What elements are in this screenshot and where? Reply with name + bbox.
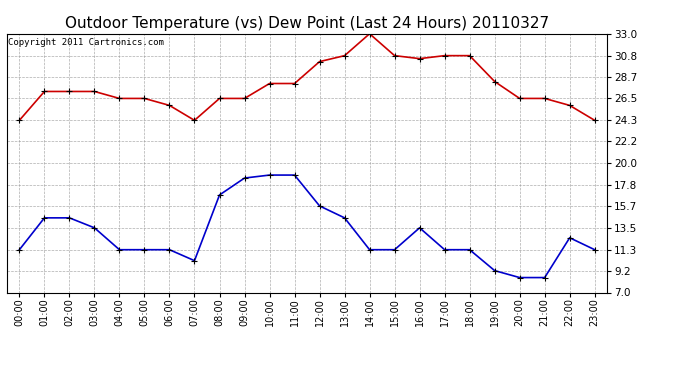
Title: Outdoor Temperature (vs) Dew Point (Last 24 Hours) 20110327: Outdoor Temperature (vs) Dew Point (Last…	[65, 16, 549, 31]
Text: Copyright 2011 Cartronics.com: Copyright 2011 Cartronics.com	[8, 38, 164, 46]
